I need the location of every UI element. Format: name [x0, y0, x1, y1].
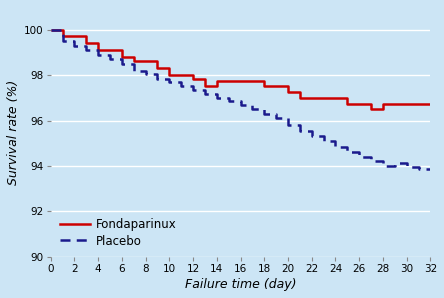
- Y-axis label: Survival rate (%): Survival rate (%): [7, 79, 20, 184]
- X-axis label: Failure time (day): Failure time (day): [185, 278, 296, 291]
- Legend: Fondaparinux, Placebo: Fondaparinux, Placebo: [56, 215, 180, 251]
